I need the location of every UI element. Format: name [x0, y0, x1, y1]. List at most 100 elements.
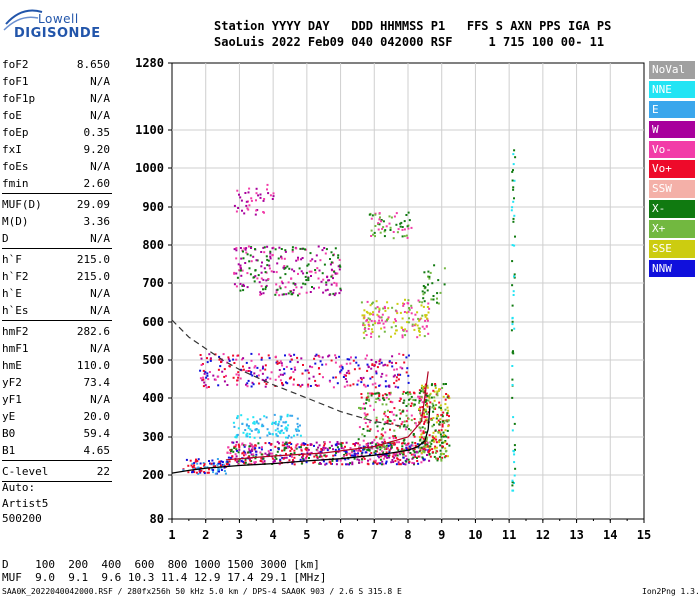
- data-point: [203, 472, 206, 475]
- data-point: [199, 369, 202, 372]
- data-point: [408, 308, 411, 311]
- data-point: [251, 450, 254, 452]
- data-point: [307, 277, 310, 280]
- data-point: [235, 247, 238, 250]
- data-point: [388, 456, 390, 459]
- data-point: [307, 385, 310, 388]
- data-point: [395, 329, 398, 332]
- data-point: [193, 471, 196, 474]
- data-point: [433, 437, 436, 440]
- data-point: [235, 373, 238, 376]
- data-point: [381, 403, 384, 406]
- data-point: [379, 455, 382, 458]
- data-point: [512, 200, 515, 203]
- data-point: [260, 277, 263, 280]
- data-point: [397, 461, 400, 464]
- data-point: [414, 456, 417, 458]
- data-point: [422, 412, 425, 415]
- data-point: [299, 385, 302, 388]
- data-point: [365, 310, 368, 313]
- data-point: [372, 462, 375, 465]
- data-point: [441, 445, 444, 448]
- data-point: [254, 269, 257, 272]
- data-point: [422, 305, 425, 308]
- data-point: [281, 441, 284, 444]
- data-point: [422, 446, 425, 449]
- data-point: [399, 453, 402, 456]
- data-point: [514, 235, 516, 238]
- data-point: [385, 448, 388, 451]
- data-point: [253, 448, 256, 451]
- data-point: [219, 365, 222, 368]
- data-point: [281, 383, 284, 386]
- data-point: [238, 193, 240, 196]
- data-point: [366, 429, 369, 432]
- data-point: [323, 442, 326, 445]
- data-point: [206, 466, 209, 469]
- data-point: [383, 326, 386, 329]
- data-point: [389, 391, 392, 394]
- data-point: [306, 444, 309, 446]
- data-point: [202, 385, 205, 388]
- data-point: [440, 458, 443, 460]
- data-point: [390, 216, 393, 219]
- data-point: [205, 386, 208, 389]
- x-tick-label: 2: [202, 528, 209, 542]
- data-point: [305, 271, 308, 274]
- data-point: [409, 429, 412, 432]
- data-point: [378, 362, 381, 365]
- data-point: [397, 373, 400, 376]
- data-point: [236, 433, 239, 436]
- data-point: [238, 444, 241, 447]
- data-point: [320, 455, 323, 458]
- data-point: [338, 355, 341, 358]
- data-point: [346, 452, 349, 455]
- data-point: [299, 446, 302, 449]
- data-point: [443, 422, 446, 424]
- data-point: [329, 461, 332, 464]
- legend-item: Vo+: [649, 160, 695, 178]
- data-point: [203, 471, 206, 473]
- param-label: foEp: [2, 126, 29, 139]
- data-point: [323, 441, 326, 444]
- data-point: [400, 423, 403, 426]
- data-point: [212, 462, 215, 465]
- data-point: [365, 443, 368, 446]
- data-point: [396, 447, 399, 450]
- data-point: [430, 417, 433, 420]
- data-point: [427, 411, 430, 414]
- data-point: [408, 391, 411, 394]
- data-point: [250, 371, 253, 374]
- data-point: [293, 456, 296, 459]
- data-point: [401, 442, 403, 445]
- data-point: [338, 292, 341, 295]
- data-point: [511, 429, 514, 432]
- data-point: [306, 447, 309, 450]
- data-point: [372, 233, 374, 236]
- data-point: [374, 392, 377, 395]
- data-point: [338, 258, 341, 261]
- data-point: [513, 273, 516, 276]
- trace-curve-red: [225, 371, 429, 461]
- data-point: [236, 383, 239, 386]
- data-point: [363, 328, 366, 330]
- data-point: [235, 285, 238, 288]
- data-point: [428, 275, 431, 278]
- data-point: [325, 248, 328, 251]
- data-point: [380, 436, 383, 439]
- data-point: [223, 470, 226, 472]
- data-point: [281, 382, 283, 384]
- data-point: [227, 456, 230, 459]
- data-point: [437, 457, 439, 460]
- data-point: [445, 393, 448, 395]
- data-point: [292, 282, 295, 285]
- data-point: [286, 413, 289, 416]
- data-point: [381, 313, 384, 316]
- data-point: [410, 414, 413, 417]
- data-point: [285, 426, 288, 429]
- data-point: [198, 469, 201, 472]
- data-point: [425, 314, 428, 317]
- data-point: [406, 409, 409, 412]
- data-point: [271, 421, 274, 424]
- data-point: [269, 452, 272, 455]
